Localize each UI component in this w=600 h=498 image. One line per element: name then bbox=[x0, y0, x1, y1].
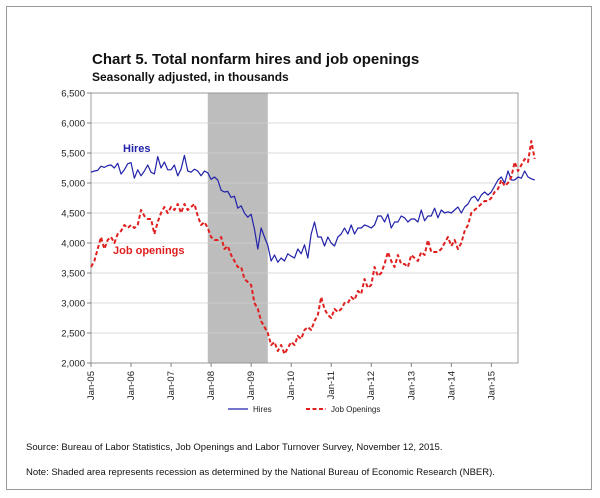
chart-subtitle: Seasonally adjusted, in thousands bbox=[92, 70, 289, 84]
x-tick-label: Jan-06 bbox=[126, 371, 137, 400]
source-note: Source: Bureau of Labor Statistics, Job … bbox=[26, 442, 443, 453]
x-tick-label: Jan-12 bbox=[366, 371, 377, 400]
y-tick-label: 6,000 bbox=[61, 119, 85, 130]
recession-shading bbox=[207, 93, 268, 363]
x-tick-label: Jan-13 bbox=[406, 371, 417, 400]
y-tick-label: 3,000 bbox=[61, 299, 85, 310]
x-tick-label: Jan-08 bbox=[206, 371, 217, 400]
chart-frame bbox=[6, 6, 592, 490]
x-tick-label: Jan-07 bbox=[166, 371, 177, 400]
y-tick-label: 6,500 bbox=[61, 89, 85, 100]
recession-note: Note: Shaded area represents recession a… bbox=[26, 467, 495, 478]
x-tick-label: Jan-10 bbox=[286, 371, 297, 400]
x-tick-label: Jan-05 bbox=[86, 371, 97, 400]
y-tick-label: 2,500 bbox=[61, 329, 85, 340]
series-annotation: Hires bbox=[123, 143, 151, 155]
legend-label: Hires bbox=[253, 405, 272, 414]
series-line-job-openings bbox=[90, 140, 536, 355]
x-tick-label: Jan-09 bbox=[246, 371, 257, 400]
x-tick-label: Jan-15 bbox=[486, 371, 497, 400]
series-line-hires bbox=[90, 154, 535, 263]
chart-title: Chart 5. Total nonfarm hires and job ope… bbox=[92, 51, 420, 68]
y-tick-label: 4,500 bbox=[61, 209, 85, 220]
legend-label: Job Openings bbox=[331, 405, 380, 414]
x-tick-label: Jan-14 bbox=[446, 371, 457, 400]
y-tick-label: 5,000 bbox=[61, 179, 85, 190]
y-tick-label: 2,000 bbox=[61, 359, 85, 370]
y-tick-label: 3,500 bbox=[61, 269, 85, 280]
line-chart: 2,000 2,500 3,000 3,500 4,000 4,500 5,000 5,500… bbox=[61, 89, 536, 414]
x-tick-label: Jan-11 bbox=[326, 371, 337, 399]
plot-border bbox=[90, 92, 519, 364]
y-tick-label: 5,500 bbox=[61, 149, 85, 160]
series-annotation: Job openings bbox=[113, 245, 185, 257]
y-tick-label: 4,000 bbox=[61, 239, 85, 250]
